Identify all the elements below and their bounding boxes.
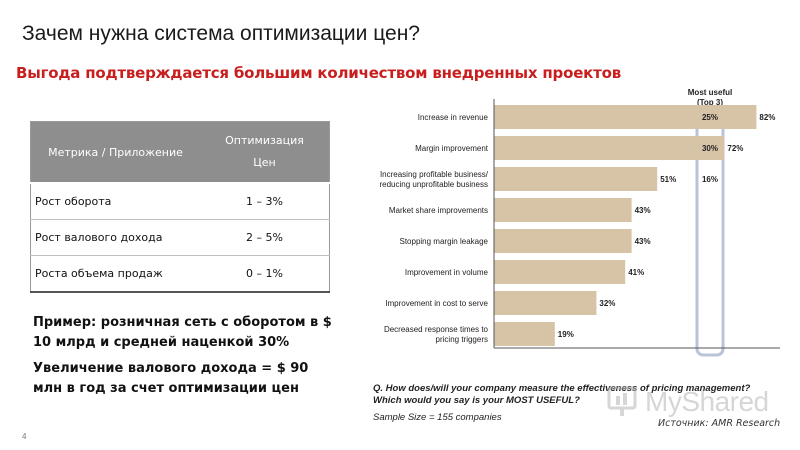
bar-chart: Most useful(Top 3) 82% Increase in revenue… — [379, 88, 780, 357]
slide-title: Зачем нужна система оптимизации цен? — [22, 22, 420, 45]
bar-value-label: 82% — [759, 113, 775, 122]
most-useful-value: 25% — [702, 113, 718, 122]
category-label: pricing triggers — [436, 335, 488, 344]
category-label: Market share improvements — [389, 206, 488, 215]
chart-question: Q. How does/will your company measure th… — [373, 383, 750, 407]
category-label: Improvement in cost to serve — [385, 299, 488, 308]
most-useful-header: Most useful — [688, 88, 732, 97]
question-line-1: Q. How does/will your company measure th… — [373, 383, 751, 394]
category-label: Increase in revenue — [418, 113, 489, 122]
category-label: reducing unprofitable business — [379, 180, 488, 189]
watermark-text: MyShared — [645, 386, 769, 417]
table-row: Рост валового дохода 2 – 5% — [30, 219, 330, 256]
bar-value-label: 43% — [635, 237, 651, 246]
bar — [494, 167, 658, 191]
source-note: Источник: AMR Research — [658, 418, 781, 429]
watermark-logo-icon — [607, 386, 637, 416]
category-label: Increasing profitable business/ — [380, 170, 489, 179]
bar — [494, 105, 757, 129]
bar-value-label: 72% — [727, 144, 743, 153]
bar — [494, 136, 725, 160]
bar-value-label: 19% — [558, 330, 574, 339]
most-useful-header: (Top 3) — [697, 98, 723, 107]
metric-cell: Рост оборота — [30, 183, 200, 220]
header-metric: Метрика / Приложение — [30, 121, 200, 184]
most-useful-value: 30% — [702, 144, 718, 153]
slide-subtitle: Выгода подтверждается большим количество… — [16, 64, 622, 82]
bar — [494, 322, 555, 346]
bar-value-label: 51% — [660, 175, 676, 184]
example-line-2: Увеличение валового дохода = $ 90 млн в … — [33, 361, 309, 396]
category-label: Margin improvement — [415, 144, 489, 153]
table-row: Рост оборота 1 – 3% — [30, 183, 330, 220]
bar — [494, 229, 632, 253]
metric-cell: Роста объема продаж — [30, 255, 200, 293]
category-label: Improvement in volume — [405, 268, 489, 277]
question-line-2: Which would you say is your MOST USEFUL? — [373, 395, 580, 406]
myshared-watermark: MyShared — [607, 384, 769, 424]
bar-value-label: 43% — [635, 206, 651, 215]
header-price-optimization: Оптимизация Цен — [200, 121, 330, 184]
table-row: Роста объема продаж 0 – 1% — [30, 255, 330, 293]
value-cell: 1 – 3% — [200, 183, 330, 220]
example-text: Пример: розничная сеть с оборотом в $ 10… — [33, 313, 333, 405]
value-cell: 0 – 1% — [200, 255, 330, 293]
header-opt-line2: Цен — [253, 156, 276, 169]
bar-value-label: 41% — [628, 268, 644, 277]
example-line-1: Пример: розничная сеть с оборотом в $ 10… — [33, 315, 332, 350]
bar — [494, 260, 626, 284]
most-useful-value: 16% — [702, 175, 718, 184]
category-label: Decreased response times to — [384, 325, 489, 334]
bar — [494, 291, 597, 315]
metric-cell: Рост валового дохода — [30, 219, 200, 256]
value-cell: 2 – 5% — [200, 219, 330, 256]
header-opt-line1: Оптимизация — [225, 134, 304, 147]
sample-size: Sample Size = 155 companies — [373, 412, 502, 423]
metrics-table: Метрика / Приложение Оптимизация Цен Рос… — [30, 121, 330, 293]
bar-value-label: 32% — [599, 299, 615, 308]
page-number: 4 — [22, 432, 27, 441]
category-label: Stopping margin leakage — [399, 237, 488, 246]
bar — [494, 198, 632, 222]
